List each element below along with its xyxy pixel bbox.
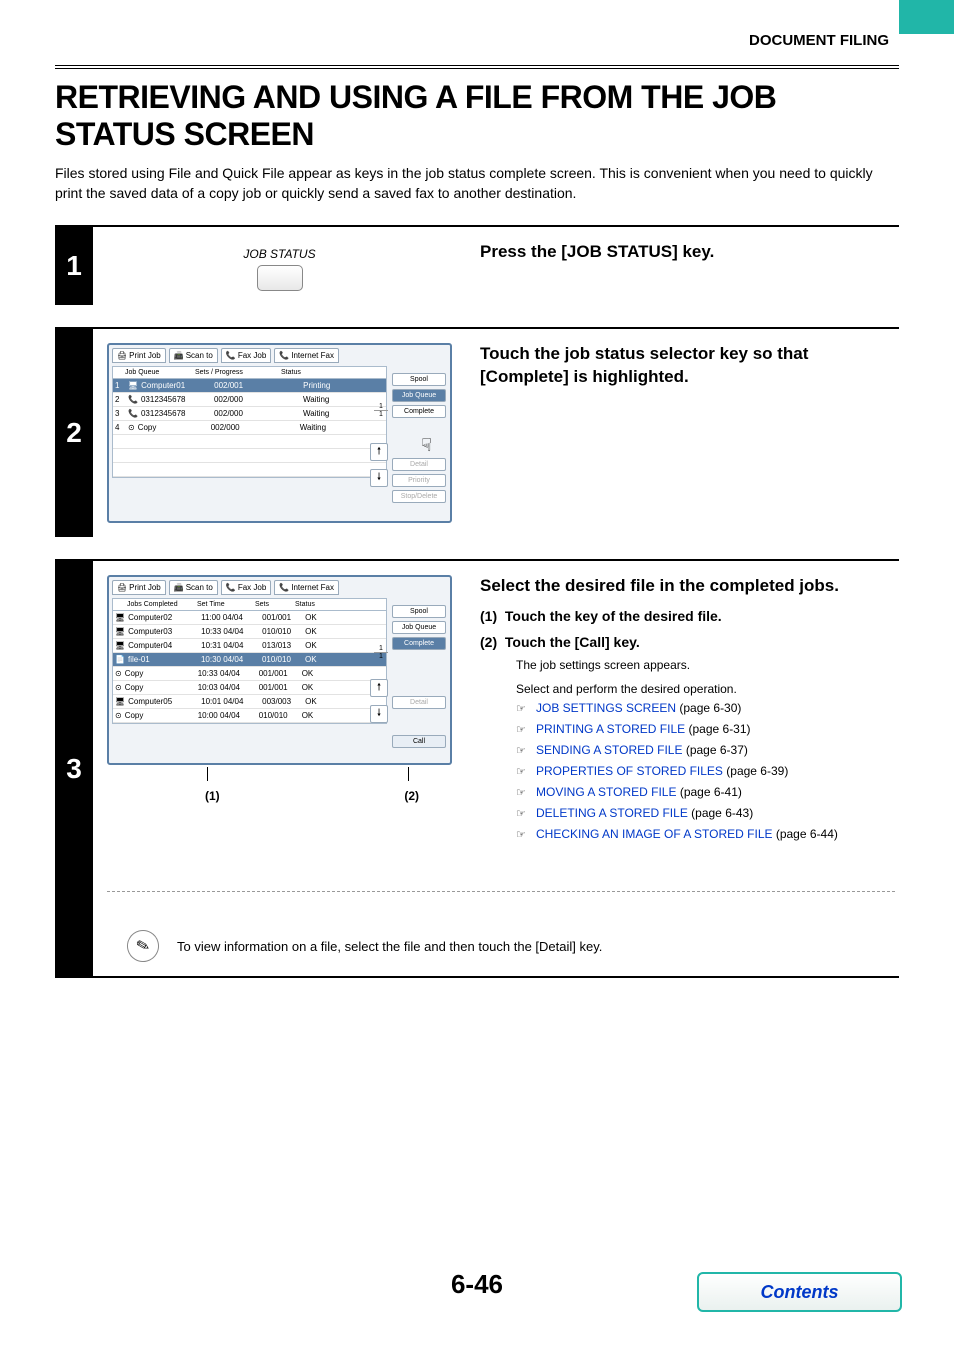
- job-row[interactable]: 🖥Computer0310:33 04/04010/010OK: [113, 625, 386, 639]
- col-status: Status: [281, 369, 329, 376]
- contents-button[interactable]: Contents: [697, 1272, 902, 1312]
- completed-jobs-screen: 🖨Print Job📠Scan to📞Fax Job📞Internet Fax …: [107, 575, 452, 765]
- substep-2-text: Touch the [Call] key.: [505, 634, 640, 650]
- col-job-queue: Job Queue: [125, 369, 195, 376]
- page-title: RETRIEVING AND USING A FILE FROM THE JOB…: [55, 79, 899, 153]
- link-job-settings[interactable]: JOB SETTINGS SCREEN: [536, 701, 676, 715]
- tab-print-job[interactable]: 🖨Print Job: [112, 348, 166, 363]
- pointer-icon: ☞: [516, 826, 526, 845]
- pointer-icon: ☞: [516, 742, 526, 761]
- col-sets: Sets: [255, 601, 295, 608]
- spool-button[interactable]: Spool: [392, 373, 446, 386]
- tab-print-job[interactable]: 🖨Print Job: [112, 580, 166, 595]
- job-status-screen: 🖨Print Job📠Scan to📞Fax Job📞Internet Fax …: [107, 343, 452, 523]
- col-sets: Sets / Progress: [195, 369, 281, 376]
- col-jobs-completed: Jobs Completed: [127, 601, 197, 608]
- priority-button[interactable]: Priority: [392, 474, 446, 487]
- step-number: 1: [55, 227, 93, 305]
- step-number: 2: [55, 329, 93, 537]
- callout-1: (1): [205, 789, 220, 803]
- step-3: 3 🖨Print Job📠Scan to📞Fax Job📞Internet Fa…: [55, 559, 899, 978]
- note-text: To view information on a file, select th…: [177, 939, 602, 954]
- job-queue-button[interactable]: Job Queue: [392, 621, 446, 634]
- step3-note2: Select and perform the desired operation…: [516, 680, 895, 698]
- pencil-note-icon: ✎: [123, 927, 162, 966]
- col-status: Status: [295, 601, 315, 608]
- title-rule: [55, 65, 899, 69]
- stop-delete-button[interactable]: Stop/Delete: [392, 490, 446, 503]
- complete-button[interactable]: Complete: [392, 637, 446, 650]
- pointer-icon: ☞: [516, 721, 526, 740]
- tab-fax-job[interactable]: 📞Fax Job: [221, 580, 271, 595]
- call-button[interactable]: Call: [392, 735, 446, 748]
- link-deleting[interactable]: DELETING A STORED FILE: [536, 806, 688, 820]
- link-checking-image[interactable]: CHECKING AN IMAGE OF A STORED FILE: [536, 827, 773, 841]
- spool-button[interactable]: Spool: [392, 605, 446, 618]
- job-queue-button[interactable]: Job Queue: [392, 389, 446, 402]
- scroll-down-icon[interactable]: 🠗: [370, 469, 388, 487]
- substep-1-text: Touch the key of the desired file.: [505, 608, 722, 624]
- step1-title: Press the [JOB STATUS] key.: [480, 241, 895, 264]
- step-2: 2 🖨Print Job📠Scan to📞Fax Job📞Internet Fa…: [55, 327, 899, 537]
- link-sending[interactable]: SENDING A STORED FILE: [536, 743, 682, 757]
- tab-scan-to[interactable]: 📠Scan to: [169, 348, 218, 363]
- link-moving[interactable]: MOVING A STORED FILE: [536, 785, 676, 799]
- tab-scan-to[interactable]: 📠Scan to: [169, 580, 218, 595]
- detail-button[interactable]: Detail: [392, 696, 446, 709]
- page-counter: 1: [374, 403, 388, 410]
- job-row-selected[interactable]: 📄file-0110:30 04/04010/010OK: [113, 653, 386, 667]
- detail-button[interactable]: Detail: [392, 458, 446, 471]
- job-row[interactable]: 2📞0312345678002/000Waiting: [113, 393, 386, 407]
- step3-title: Select the desired file in the completed…: [480, 575, 895, 598]
- callout-2: (2): [404, 789, 419, 803]
- job-status-label: JOB STATUS: [243, 247, 315, 261]
- scroll-up-icon[interactable]: 🠕: [370, 679, 388, 697]
- step-number: 3: [55, 561, 93, 976]
- scroll-up-icon[interactable]: 🠕: [370, 443, 388, 461]
- tab-fax-job[interactable]: 📞Fax Job: [221, 348, 271, 363]
- job-row[interactable]: ⊙Copy10:03 04/04001/001OK: [113, 681, 386, 695]
- job-row[interactable]: ⊙Copy10:33 04/04001/001OK: [113, 667, 386, 681]
- job-row[interactable]: 4⊙Copy002/000Waiting: [113, 421, 386, 435]
- intro-text: Files stored using File and Quick File a…: [55, 163, 899, 204]
- tab-internet-fax[interactable]: 📞Internet Fax: [274, 348, 339, 363]
- tab-internet-fax[interactable]: 📞Internet Fax: [274, 580, 339, 595]
- step2-title: Touch the job status selector key so tha…: [480, 343, 895, 389]
- divider: [107, 891, 895, 892]
- link-printing[interactable]: PRINTING A STORED FILE: [536, 722, 685, 736]
- link-properties[interactable]: PROPERTIES OF STORED FILES: [536, 764, 723, 778]
- section-header: DOCUMENT FILING: [55, 32, 899, 49]
- job-row[interactable]: ⊙Copy10:00 04/04010/010OK: [113, 709, 386, 723]
- job-row[interactable]: 3📞0312345678002/000Waiting: [113, 407, 386, 421]
- job-row[interactable]: 🖥Computer0211:00 04/04001/001OK: [113, 611, 386, 625]
- job-status-key[interactable]: [257, 265, 303, 291]
- col-set-time: Set Time: [197, 601, 255, 608]
- step-1: 1 JOB STATUS Press the [JOB STATUS] key.: [55, 225, 899, 305]
- substep-1-num: (1): [480, 608, 497, 624]
- step3-note1: The job settings screen appears.: [516, 656, 895, 674]
- pointer-icon: ☞: [516, 784, 526, 803]
- cursor-icon: ☟: [421, 435, 432, 456]
- pointer-icon: ☞: [516, 805, 526, 824]
- job-row[interactable]: 1🖥Computer01002/001Printing: [113, 379, 386, 393]
- complete-button[interactable]: Complete: [392, 405, 446, 418]
- job-row[interactable]: 🖥Computer0510:01 04/04003/003OK: [113, 695, 386, 709]
- pointer-icon: ☞: [516, 700, 526, 719]
- job-row[interactable]: 🖥Computer0410:31 04/04013/013OK: [113, 639, 386, 653]
- substep-2-num: (2): [480, 634, 497, 650]
- page-counter: 1: [374, 645, 388, 652]
- section-tab: [899, 0, 954, 34]
- pointer-icon: ☞: [516, 763, 526, 782]
- scroll-down-icon[interactable]: 🠗: [370, 705, 388, 723]
